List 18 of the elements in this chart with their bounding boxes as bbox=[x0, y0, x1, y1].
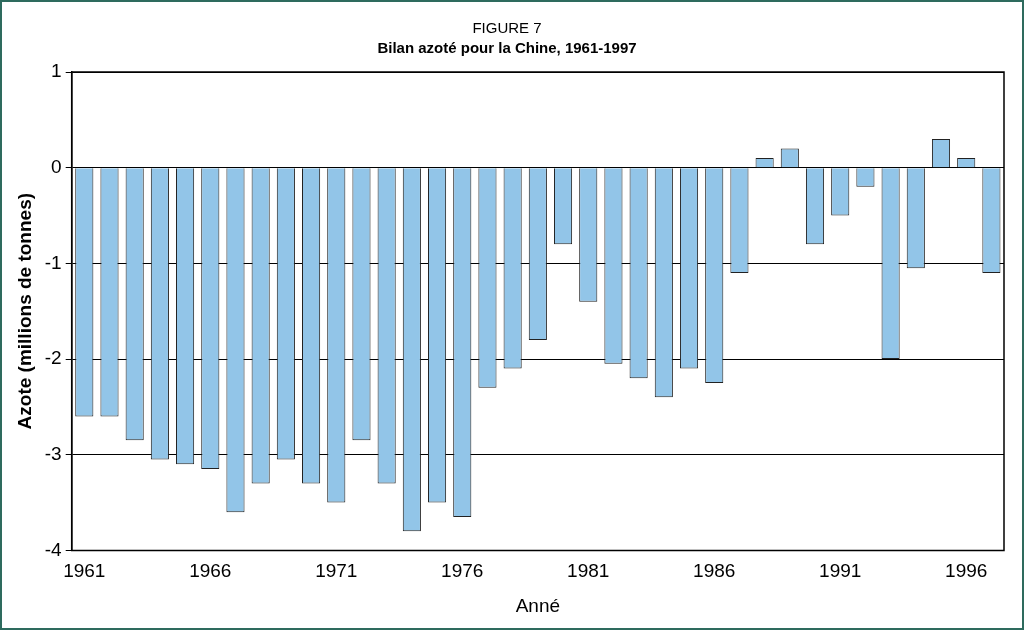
y-axis-title: Azote (millions de tonnes) bbox=[13, 192, 35, 430]
x-tick-label: 1996 bbox=[945, 560, 988, 582]
x-axis-title: Anné bbox=[515, 594, 561, 616]
y-tick-label: -3 bbox=[44, 442, 62, 464]
y-tick-label: 0 bbox=[51, 155, 62, 177]
x-tick-label: 1981 bbox=[567, 560, 610, 582]
x-tick-label: 1986 bbox=[693, 560, 736, 582]
y-tick-label: -4 bbox=[44, 538, 63, 560]
chart-title: FIGURE 7 bbox=[472, 19, 542, 37]
x-tick-label: 1966 bbox=[189, 560, 232, 582]
x-tick-label: 1991 bbox=[819, 560, 862, 582]
chart-subtitle: Bilan azoté pour la Chine, 1961-1997 bbox=[377, 39, 637, 57]
x-tick-label: 1971 bbox=[315, 560, 358, 582]
y-tick-label: 1 bbox=[51, 60, 62, 82]
x-tick-label: 1961 bbox=[63, 560, 106, 582]
y-tick-label: -2 bbox=[44, 347, 62, 369]
x-tick-label: 1976 bbox=[441, 560, 484, 582]
y-tick-label: -1 bbox=[44, 251, 62, 273]
